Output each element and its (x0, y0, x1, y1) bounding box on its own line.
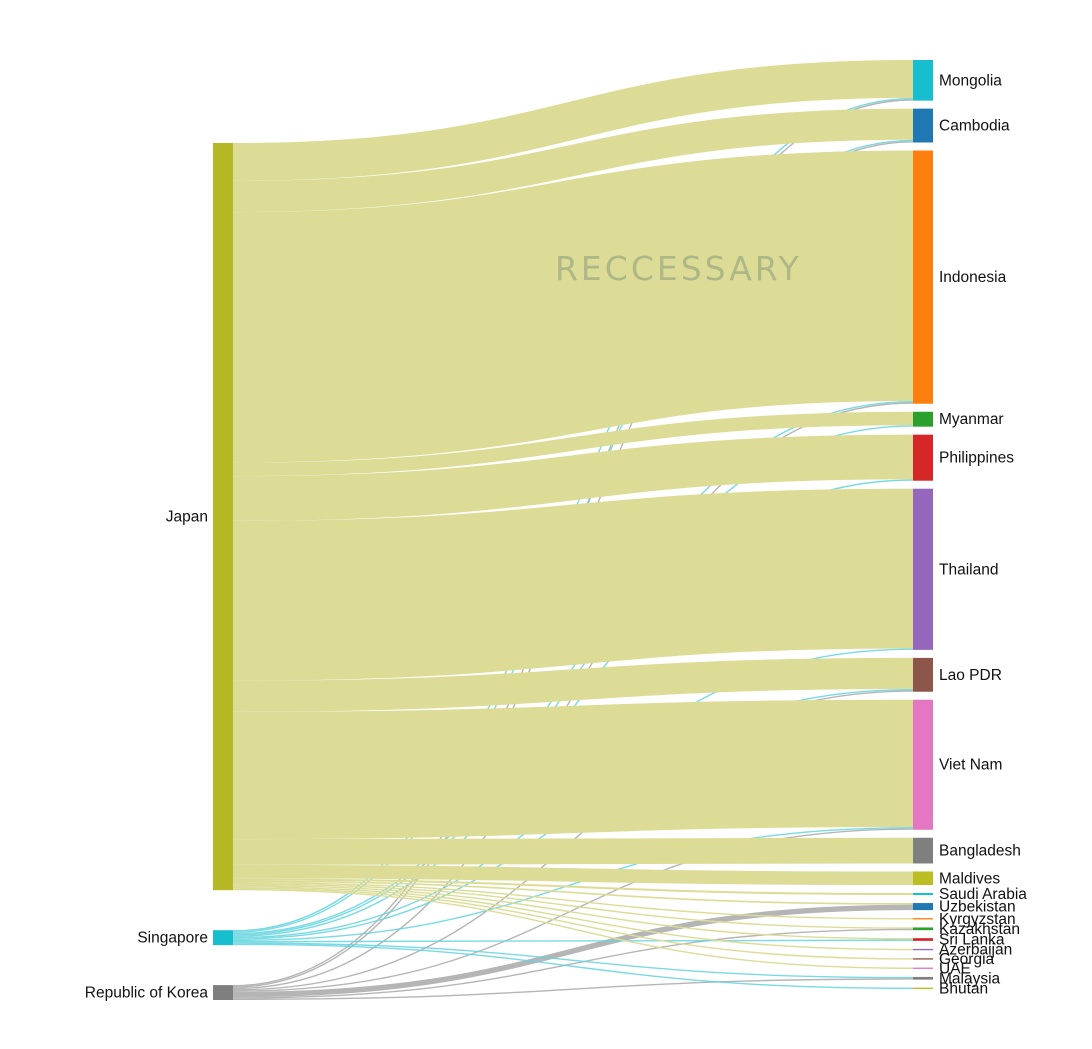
link-japan-to-myanmar (232, 411, 914, 477)
label-saudi-arabia: Saudi Arabia (939, 886, 1027, 903)
link-japan-to-bangladesh (232, 837, 914, 865)
link-japan-to-philippines (232, 434, 914, 521)
node-bangladesh[interactable] (913, 837, 933, 864)
node-saudi-arabia[interactable] (913, 893, 933, 896)
node-myanmar[interactable] (913, 411, 933, 427)
node-azerbaijan[interactable] (913, 948, 933, 951)
sankey-links (232, 59, 914, 1001)
link-republic-of-korea-to-kazakhstan (232, 928, 914, 999)
label-viet-nam: Viet Nam (939, 757, 1002, 774)
label-kazakhstan: Kazakhstan (939, 921, 1020, 938)
link-japan-to-lao-pdr (232, 657, 914, 712)
node-uae[interactable] (913, 967, 933, 969)
label-thailand: Thailand (939, 561, 998, 578)
link-japan-to-uae (232, 888, 914, 969)
node-bhutan[interactable] (913, 987, 933, 989)
link-japan-to-uzbekistan (232, 880, 914, 905)
node-japan[interactable] (213, 143, 233, 891)
link-singapore-to-malaysia (232, 942, 914, 979)
label-cambodia: Cambodia (939, 118, 1010, 135)
node-cambodia[interactable] (913, 108, 933, 143)
label-malaysia: Malaysia (939, 970, 1001, 987)
sankey-labels: Japan Singapore Republic of Korea Mongolia C… (85, 72, 1027, 1001)
label-kyrgyzstan: Kyrgyzstan (939, 911, 1016, 928)
node-uzbekistan[interactable] (913, 903, 933, 911)
sankey-nodes (213, 60, 933, 1000)
node-maldives[interactable] (913, 871, 933, 886)
node-thailand[interactable] (913, 488, 933, 650)
node-viet-nam[interactable] (913, 699, 933, 830)
node-malaysia[interactable] (913, 976, 933, 980)
link-japan-to-kyrgyzstan (232, 882, 914, 920)
node-philippines[interactable] (913, 434, 933, 481)
node-mongolia[interactable] (913, 60, 933, 101)
label-philippines: Philippines (939, 450, 1014, 467)
node-indonesia[interactable] (913, 150, 933, 404)
node-singapore[interactable] (213, 930, 233, 946)
link-japan-to-georgia (232, 887, 914, 960)
label-maldives: Maldives (939, 870, 1000, 887)
link-republic-of-korea-to-malaysia (232, 978, 914, 1001)
label-bangladesh: Bangladesh (939, 843, 1021, 860)
link-japan-to-mongolia (232, 59, 914, 181)
label-mongolia: Mongolia (939, 72, 1002, 89)
node-kyrgyzstan[interactable] (913, 918, 933, 920)
label-azerbaijan: Azerbaijan (939, 942, 1012, 959)
label-myanmar: Myanmar (939, 411, 1004, 428)
label-lao-pdr: Lao PDR (939, 667, 1002, 684)
node-republic-of-korea[interactable] (213, 985, 233, 1000)
label-singapore: Singapore (137, 930, 208, 947)
link-japan-to-thailand (232, 488, 914, 681)
link-japan-to-azerbaijan (232, 886, 914, 951)
label-uzbekistan: Uzbekistan (939, 899, 1016, 916)
node-sri-lanka[interactable] (913, 938, 933, 941)
link-singapore-to-indonesia (232, 401, 914, 935)
link-singapore-to-sri-lanka (232, 939, 914, 943)
label-japan: Japan (166, 509, 208, 526)
link-japan-to-viet-nam (232, 699, 914, 840)
label-bhutan: Bhutan (939, 980, 988, 997)
link-japan-to-saudi-arabia (232, 878, 914, 896)
node-georgia[interactable] (913, 958, 933, 960)
label-georgia: Georgia (939, 951, 995, 968)
link-japan-to-kazakhstan (232, 883, 914, 929)
label-uae: UAE (939, 960, 971, 977)
link-republic-of-korea-to-uzbekistan (232, 904, 914, 998)
label-sri-lanka: Sri Lanka (939, 932, 1005, 949)
node-kazakhstan[interactable] (913, 927, 933, 931)
link-singapore-to-bhutan (232, 943, 914, 990)
watermark-text: RECCESSARY (555, 249, 802, 288)
link-japan-to-maldives (232, 864, 914, 886)
link-singapore-to-viet-nam (232, 827, 914, 942)
label-indonesia: Indonesia (939, 269, 1007, 286)
link-japan-to-sri-lanka (232, 884, 914, 940)
label-republic-of-korea: Republic of Korea (85, 985, 209, 1002)
node-lao-pdr[interactable] (913, 657, 933, 692)
link-japan-to-indonesia (232, 150, 914, 463)
link-japan-to-cambodia (232, 108, 914, 213)
